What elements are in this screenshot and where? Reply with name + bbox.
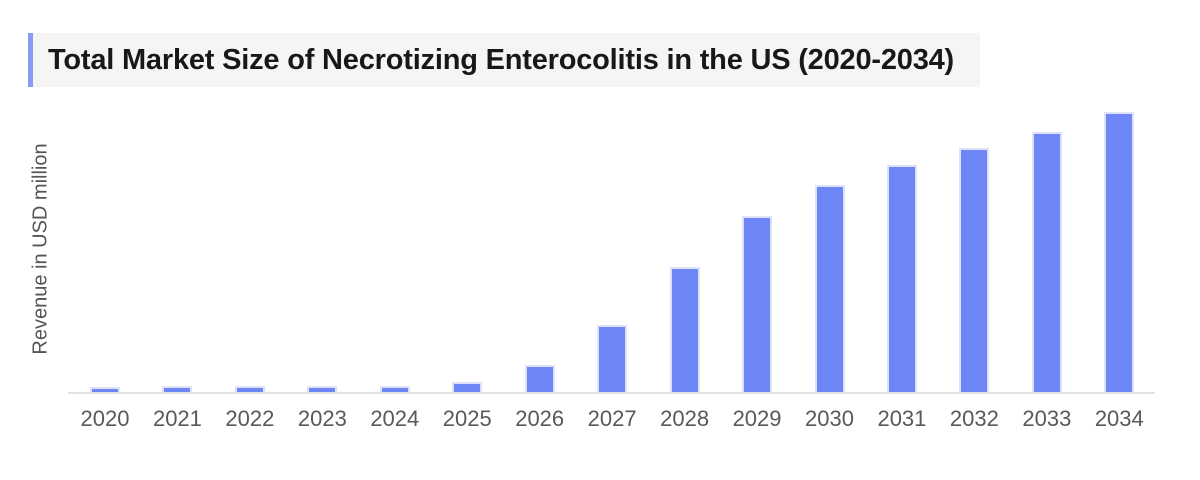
- bar-2031: [886, 165, 917, 392]
- bar-2026: [524, 365, 555, 392]
- x-tick-label-2026: 2026: [515, 406, 565, 431]
- x-tick-label-2020: 2020: [80, 406, 130, 431]
- bar-2028: [669, 267, 700, 392]
- x-tick-label-2024: 2024: [370, 406, 420, 431]
- x-tick-label-2028: 2028: [660, 406, 710, 431]
- bar-2029: [742, 216, 773, 392]
- bar-2030: [814, 185, 845, 392]
- bar-2022: [234, 386, 265, 392]
- chart-title: Total Market Size of Necrotizing Enteroc…: [48, 43, 955, 76]
- title-background: Total Market Size of Necrotizing Enteroc…: [33, 33, 981, 87]
- x-tick-label-2022: 2022: [225, 406, 275, 431]
- plot-area: 2020 2021 2022 2023 2024 2025 2026 2027 2028 2029…: [68, 100, 1155, 431]
- bar-2024: [379, 386, 410, 392]
- x-tick-label-2032: 2032: [949, 406, 999, 431]
- bar-2020: [90, 387, 120, 392]
- bar-2033: [1031, 132, 1062, 392]
- x-tick-label-2034: 2034: [1094, 406, 1144, 431]
- x-tick-label-2031: 2031: [877, 406, 927, 431]
- x-tick-label-2027: 2027: [587, 406, 637, 431]
- bar-2034: [1104, 112, 1135, 392]
- x-tick-label-2025: 2025: [442, 406, 492, 431]
- x-tick-label-2033: 2033: [1022, 406, 1072, 431]
- x-tick-label-2023: 2023: [297, 406, 347, 431]
- x-tick-label-2030: 2030: [805, 406, 854, 431]
- x-tick-label-2021: 2021: [152, 406, 202, 431]
- title-accent-bar: [28, 33, 33, 87]
- bar-2025: [452, 382, 483, 392]
- x-tick-label-2029: 2029: [732, 406, 782, 431]
- bar-2027: [597, 325, 628, 392]
- y-axis-label: Revenue in USD million: [29, 143, 52, 355]
- chart-title-band: Total Market Size of Necrotizing Enteroc…: [28, 33, 981, 87]
- bar-2023: [307, 386, 338, 392]
- bar-2021: [162, 386, 193, 392]
- bar-2032: [959, 148, 990, 392]
- x-axis-line: [68, 392, 1155, 394]
